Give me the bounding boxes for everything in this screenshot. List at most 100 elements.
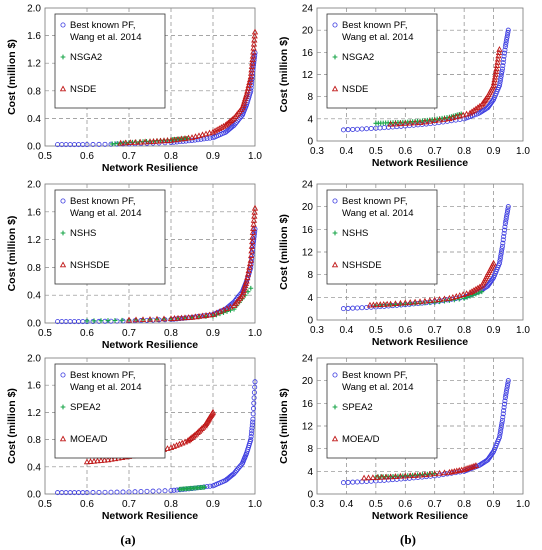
data-point	[249, 422, 255, 428]
y-tick-label: 4	[307, 467, 313, 478]
x-tick-label: 0.3	[310, 146, 324, 157]
y-tick-label: 8	[307, 92, 313, 103]
x-tick-label: 0.7	[122, 151, 136, 162]
legend-box	[54, 13, 166, 109]
data-point	[250, 216, 258, 223]
legend-label: Wang et al. 2014	[342, 382, 413, 393]
data-point	[496, 434, 502, 440]
data-point	[505, 30, 511, 36]
data-point	[499, 68, 505, 74]
data-point	[248, 243, 256, 249]
data-point	[359, 305, 365, 311]
data-point	[188, 134, 196, 140]
data-point	[198, 425, 205, 431]
legend: Best known PF,Wang et al. 2014 NSHS NSHSDE	[54, 189, 166, 285]
data-point	[416, 119, 424, 125]
data-point	[497, 429, 503, 435]
data-point	[119, 317, 125, 323]
data-point	[126, 489, 132, 495]
data-point	[250, 411, 256, 417]
data-point	[199, 131, 206, 138]
data-point	[503, 216, 509, 222]
data-point	[411, 298, 419, 305]
legend-marker	[60, 198, 66, 204]
y-tick-label: 4	[307, 293, 313, 304]
data-point	[144, 488, 150, 494]
y-tick-label: 16	[302, 399, 314, 410]
data-point	[460, 111, 467, 118]
data-point	[247, 252, 255, 259]
data-point	[476, 283, 483, 290]
data-point	[104, 456, 112, 463]
legend-label: Best known PF,	[342, 20, 407, 31]
data-point	[497, 78, 503, 84]
data-point	[141, 138, 149, 145]
data-point	[84, 142, 90, 148]
data-point	[392, 120, 399, 127]
data-point	[432, 300, 438, 305]
data-point	[504, 385, 510, 391]
y-tick-label: 0.4	[27, 114, 41, 125]
legend-marker	[332, 54, 338, 60]
series-circle	[55, 379, 258, 496]
data-point	[502, 47, 508, 53]
x-tick-label: 0.6	[398, 325, 412, 336]
x-tick-label: 1.0	[516, 325, 530, 336]
legend-label: Wang et al. 2014	[70, 382, 141, 393]
series-triangle	[387, 46, 503, 127]
data-point	[251, 212, 258, 219]
data-point	[340, 480, 346, 486]
data-point	[431, 470, 438, 477]
data-point	[185, 314, 192, 320]
data-point	[251, 36, 258, 43]
x-tick-label: 0.3	[310, 499, 324, 510]
data-point	[249, 425, 255, 431]
y-tick-label: 0	[307, 316, 313, 327]
data-point	[462, 465, 470, 472]
x-tick-label: 0.7	[428, 325, 442, 336]
data-point	[250, 406, 256, 412]
data-point	[232, 469, 238, 475]
data-point	[236, 465, 242, 471]
data-point	[132, 316, 140, 323]
y-tick-label: 0	[307, 137, 313, 148]
data-point	[181, 135, 189, 141]
legend-marker	[332, 404, 338, 410]
legend-label: NSGA2	[342, 52, 374, 63]
chart-a-bottom: 0.5 0.6 0.7 0.8 0.9 1.0 0.0 0.4 0.8 1.2 1.6 2.0 Netw…	[6, 354, 262, 523]
data-point	[96, 141, 102, 147]
data-point	[370, 301, 377, 308]
x-tick-label: 1.0	[248, 328, 262, 339]
data-point	[168, 488, 174, 494]
y-tick-label: 8	[307, 444, 313, 455]
data-point	[449, 114, 457, 121]
data-point	[383, 300, 391, 307]
legend-label: Best known PF,	[70, 20, 135, 31]
data-point	[94, 457, 101, 464]
data-point	[157, 137, 164, 144]
y-tick-label: 1.2	[27, 59, 41, 70]
x-tick-label: 0.9	[206, 328, 220, 339]
legend-box	[54, 189, 166, 285]
data-point	[501, 408, 507, 414]
y-tick-label: 24	[302, 354, 314, 365]
data-point	[209, 128, 217, 135]
x-tick-label: 0.7	[122, 328, 136, 339]
y-tick-label: 0.8	[27, 263, 41, 274]
data-point	[436, 469, 443, 476]
data-point	[249, 233, 256, 240]
data-point	[411, 119, 419, 126]
data-point	[251, 32, 258, 39]
data-point	[340, 127, 346, 133]
y-axis-label: Cost (million $)	[6, 216, 18, 292]
data-point	[248, 431, 254, 437]
x-tick-label: 0.9	[206, 499, 220, 510]
y-tick-label: 12	[302, 422, 314, 433]
data-point	[463, 290, 470, 296]
data-point	[497, 255, 503, 261]
chart-a-middle: 0.5 0.6 0.7 0.8 0.9 1.0 0.0 0.4 0.8 1.2 1.6 2.0 Netw…	[6, 180, 262, 352]
data-point	[249, 428, 255, 434]
legend-marker	[59, 435, 67, 442]
data-point	[146, 138, 154, 145]
